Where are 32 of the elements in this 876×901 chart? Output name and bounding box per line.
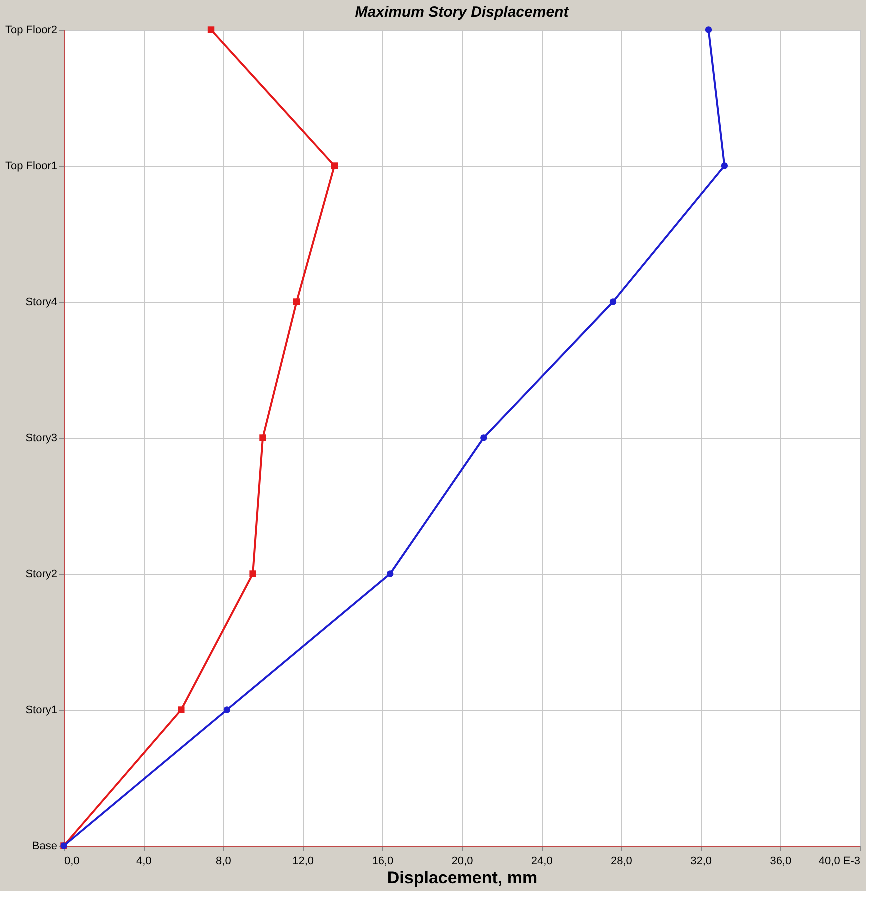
point xyxy=(480,434,488,442)
point xyxy=(208,26,215,34)
x-tick-label: 20,0 xyxy=(452,856,474,868)
point xyxy=(387,570,394,578)
point xyxy=(224,706,231,714)
point xyxy=(721,162,728,170)
point xyxy=(260,434,266,442)
y-tick-label: Story2 xyxy=(26,568,58,580)
point xyxy=(178,706,185,714)
x-axis-title: Displacement, mm xyxy=(387,868,538,888)
y-tick-label: Story3 xyxy=(26,432,58,444)
x-tick-label: 36,0 xyxy=(770,856,792,868)
x-tick-label: 4,0 xyxy=(136,856,152,868)
chart-title: Maximum Story Displacement xyxy=(355,4,570,21)
point xyxy=(610,298,617,306)
x-tick-label: 40,0 E-3 xyxy=(818,856,860,868)
point xyxy=(250,570,256,578)
y-tick-label: Story4 xyxy=(26,296,58,308)
x-tick-label: 16,0 xyxy=(372,856,394,868)
x-tick-label: 12,0 xyxy=(292,856,314,868)
point xyxy=(331,162,338,170)
point xyxy=(293,298,300,306)
x-tick-label: 8,0 xyxy=(216,856,232,868)
x-tick-label: 28,0 xyxy=(610,856,632,868)
y-tick-label: Base xyxy=(32,840,58,852)
x-tick-label: 24,0 xyxy=(531,856,553,868)
y-tick-label: Story1 xyxy=(26,704,58,716)
y-tick-label: Top Floor1 xyxy=(6,160,58,172)
x-tick-label: 0,0 xyxy=(64,856,80,868)
point xyxy=(705,26,712,34)
x-tick-label: 32,0 xyxy=(690,856,712,868)
y-tick-label: Top Floor2 xyxy=(6,24,58,36)
